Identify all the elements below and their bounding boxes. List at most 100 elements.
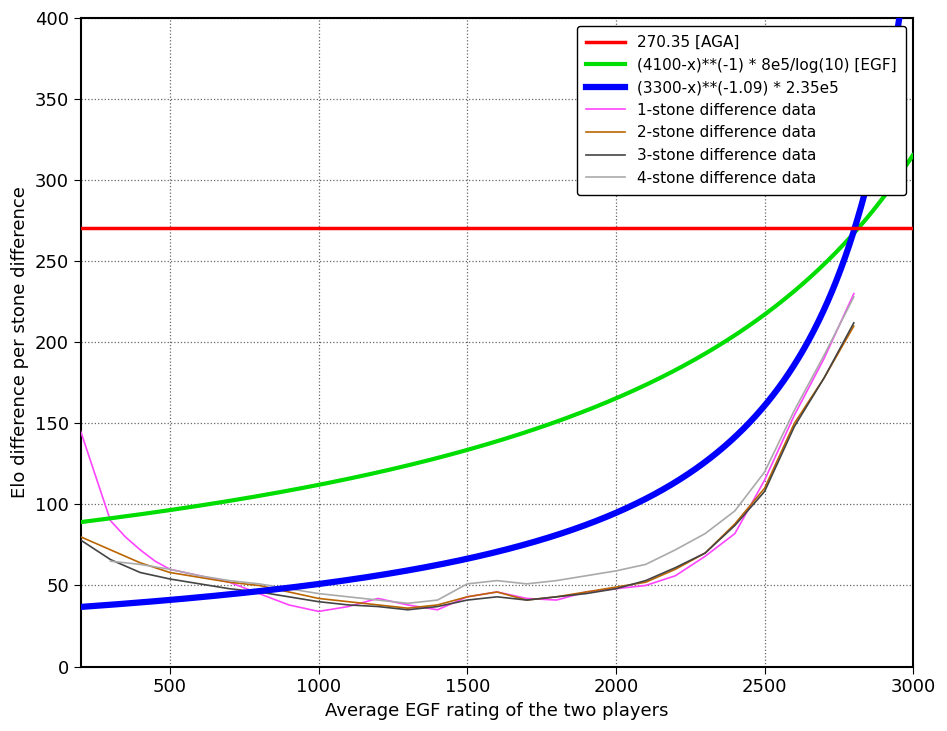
3-stone difference data bbox=[283, 592, 295, 601]
3-stone difference data bbox=[402, 605, 414, 614]
4-stone difference data bbox=[610, 567, 621, 575]
2-stone difference data bbox=[223, 577, 235, 586]
2-stone difference data bbox=[700, 549, 711, 558]
2-stone difference data bbox=[372, 601, 384, 610]
1-stone difference data bbox=[150, 557, 161, 566]
3-stone difference data bbox=[491, 592, 503, 601]
1-stone difference data bbox=[194, 572, 205, 580]
3-stone difference data bbox=[105, 555, 116, 564]
3-stone difference data bbox=[640, 576, 652, 585]
3-stone difference data bbox=[759, 487, 770, 496]
2-stone difference data bbox=[818, 374, 830, 382]
4-stone difference data bbox=[223, 576, 235, 585]
(3300-x)**(-1.09) * 2.35e5 bbox=[642, 493, 653, 502]
3-stone difference data bbox=[581, 589, 592, 598]
Line: (3300-x)**(-1.09) * 2.35e5: (3300-x)**(-1.09) * 2.35e5 bbox=[80, 11, 901, 607]
2-stone difference data bbox=[432, 601, 443, 610]
3-stone difference data bbox=[521, 596, 532, 605]
3-stone difference data bbox=[134, 568, 146, 577]
1-stone difference data bbox=[343, 602, 354, 611]
Line: 3-stone difference data: 3-stone difference data bbox=[80, 323, 854, 610]
1-stone difference data bbox=[105, 516, 116, 525]
2-stone difference data bbox=[521, 596, 532, 605]
4-stone difference data bbox=[283, 584, 295, 593]
(4100-x)**(-1) * 8e5/log(10) [EGF] bbox=[226, 496, 238, 505]
4-stone difference data bbox=[343, 592, 354, 601]
(4100-x)**(-1) * 8e5/log(10) [EGF] bbox=[574, 409, 585, 417]
(3300-x)**(-1.09) * 2.35e5 bbox=[75, 602, 86, 611]
4-stone difference data bbox=[164, 565, 175, 574]
2-stone difference data bbox=[789, 419, 800, 428]
4-stone difference data bbox=[729, 507, 741, 515]
2-stone difference data bbox=[551, 592, 563, 601]
1-stone difference data bbox=[670, 572, 681, 580]
4-stone difference data bbox=[134, 560, 146, 569]
4-stone difference data bbox=[194, 572, 205, 580]
Y-axis label: Elo difference per stone difference: Elo difference per stone difference bbox=[11, 186, 29, 499]
4-stone difference data bbox=[521, 580, 532, 588]
3-stone difference data bbox=[254, 588, 265, 596]
(4100-x)**(-1) * 8e5/log(10) [EGF] bbox=[759, 310, 771, 319]
2-stone difference data bbox=[402, 604, 414, 613]
(4100-x)**(-1) * 8e5/log(10) [EGF] bbox=[616, 391, 628, 400]
4-stone difference data bbox=[581, 572, 592, 580]
(3300-x)**(-1.09) * 2.35e5 bbox=[790, 359, 801, 368]
(4100-x)**(-1) * 8e5/log(10) [EGF] bbox=[393, 463, 404, 472]
1-stone difference data bbox=[491, 588, 503, 596]
Line: 1-stone difference data: 1-stone difference data bbox=[80, 294, 854, 611]
2-stone difference data bbox=[164, 568, 175, 577]
Line: 4-stone difference data: 4-stone difference data bbox=[111, 297, 854, 603]
4-stone difference data bbox=[105, 557, 116, 566]
(4100-x)**(-1) * 8e5/log(10) [EGF] bbox=[75, 518, 86, 526]
1-stone difference data bbox=[164, 565, 175, 574]
2-stone difference data bbox=[283, 588, 295, 596]
1-stone difference data bbox=[610, 584, 621, 593]
X-axis label: Average EGF rating of the two players: Average EGF rating of the two players bbox=[325, 702, 669, 720]
4-stone difference data bbox=[402, 599, 414, 607]
4-stone difference data bbox=[670, 545, 681, 554]
3-stone difference data bbox=[729, 521, 741, 530]
(3300-x)**(-1.09) * 2.35e5 bbox=[895, 7, 906, 15]
3-stone difference data bbox=[372, 602, 384, 611]
(3300-x)**(-1.09) * 2.35e5 bbox=[625, 501, 636, 510]
1-stone difference data bbox=[75, 427, 86, 436]
3-stone difference data bbox=[551, 592, 563, 601]
1-stone difference data bbox=[759, 476, 770, 485]
270.35 [AGA] bbox=[16, 224, 27, 232]
2-stone difference data bbox=[581, 588, 592, 596]
3-stone difference data bbox=[700, 549, 711, 558]
3-stone difference data bbox=[789, 423, 800, 431]
4-stone difference data bbox=[432, 596, 443, 605]
3-stone difference data bbox=[432, 602, 443, 611]
2-stone difference data bbox=[254, 581, 265, 590]
1-stone difference data bbox=[283, 601, 295, 610]
3-stone difference data bbox=[818, 374, 830, 382]
1-stone difference data bbox=[372, 594, 384, 603]
2-stone difference data bbox=[729, 520, 741, 529]
2-stone difference data bbox=[343, 597, 354, 606]
1-stone difference data bbox=[581, 588, 592, 596]
Line: (4100-x)**(-1) * 8e5/log(10) [EGF]: (4100-x)**(-1) * 8e5/log(10) [EGF] bbox=[80, 156, 913, 522]
4-stone difference data bbox=[640, 560, 652, 569]
3-stone difference data bbox=[343, 601, 354, 610]
3-stone difference data bbox=[313, 597, 324, 606]
2-stone difference data bbox=[461, 592, 473, 601]
1-stone difference data bbox=[700, 552, 711, 561]
1-stone difference data bbox=[729, 529, 741, 538]
1-stone difference data bbox=[818, 354, 830, 363]
4-stone difference data bbox=[372, 596, 384, 605]
1-stone difference data bbox=[521, 594, 532, 603]
1-stone difference data bbox=[789, 411, 800, 420]
3-stone difference data bbox=[461, 596, 473, 605]
4-stone difference data bbox=[491, 576, 503, 585]
4-stone difference data bbox=[551, 576, 563, 585]
(3300-x)**(-1.09) * 2.35e5 bbox=[563, 527, 574, 536]
2-stone difference data bbox=[491, 588, 503, 596]
3-stone difference data bbox=[670, 564, 681, 572]
3-stone difference data bbox=[610, 584, 621, 593]
4-stone difference data bbox=[254, 580, 265, 588]
(3300-x)**(-1.09) * 2.35e5 bbox=[727, 435, 739, 444]
1-stone difference data bbox=[223, 577, 235, 586]
4-stone difference data bbox=[313, 589, 324, 598]
3-stone difference data bbox=[194, 580, 205, 588]
